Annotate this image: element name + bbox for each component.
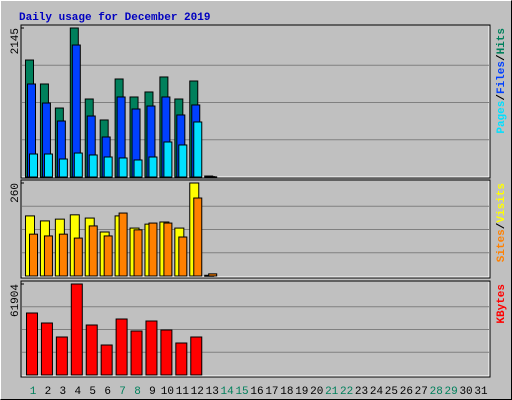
bar	[26, 312, 38, 376]
bar	[175, 342, 188, 376]
x-tick-label: 7	[119, 386, 126, 398]
y-tick-label: 2145	[10, 28, 22, 54]
x-tick-label: 24	[370, 386, 384, 398]
x-tick-label: 18	[280, 386, 293, 398]
x-tick-label: 30	[459, 386, 472, 398]
legend: Sites/Visits	[496, 183, 508, 262]
bar	[100, 344, 113, 376]
x-tick-label: 9	[149, 386, 156, 398]
bar	[178, 144, 188, 178]
x-tick-label: 25	[385, 386, 398, 398]
bar	[118, 212, 128, 277]
bar	[160, 329, 173, 376]
legend-entry: Visits	[496, 183, 508, 223]
bar	[148, 222, 158, 277]
x-tick-label: 13	[206, 386, 219, 398]
legend-entry: KBytes	[496, 284, 508, 324]
bar	[40, 322, 53, 376]
x-tick-label: 6	[104, 386, 111, 398]
bar	[193, 121, 203, 178]
x-tick-label: 2	[45, 386, 52, 398]
bar	[145, 320, 158, 376]
x-tick-label: 17	[265, 386, 278, 398]
legend: KBytes	[496, 284, 508, 324]
x-tick-label: 5	[89, 386, 96, 398]
bar	[73, 152, 83, 178]
legend-separator: /	[496, 222, 508, 229]
y-tick-label: 61904	[10, 284, 22, 317]
chart-title: Daily usage for December 2019	[19, 12, 210, 24]
plot-area	[20, 24, 491, 179]
x-tick-label: 21	[325, 386, 339, 398]
x-tick-label: 16	[250, 386, 263, 398]
bar	[43, 153, 53, 178]
bar	[103, 235, 113, 277]
plot-bevel	[22, 181, 490, 278]
x-tick-label: 10	[161, 386, 174, 398]
x-tick-label: 28	[430, 386, 443, 398]
bar	[148, 156, 158, 178]
bar	[208, 176, 218, 179]
x-tick-label: 29	[445, 386, 458, 398]
bar	[178, 236, 188, 277]
x-tick-label: 19	[295, 386, 308, 398]
x-tick-label: 23	[355, 386, 368, 398]
x-tick-label: 1	[30, 386, 37, 398]
bar	[130, 330, 143, 376]
legend-entry: Sites	[496, 229, 508, 262]
legend-entry: Hits	[496, 28, 508, 54]
legend-separator: /	[496, 94, 508, 101]
plot-bevel	[22, 282, 490, 377]
bar	[43, 235, 53, 277]
bar	[133, 159, 143, 178]
bar	[193, 197, 203, 277]
x-tick-label: 26	[400, 386, 413, 398]
bar	[73, 237, 83, 277]
x-tick-label: 31	[474, 386, 488, 398]
x-tick-label: 27	[415, 386, 428, 398]
x-tick-label: 14	[221, 386, 235, 398]
bar	[190, 336, 203, 376]
bar	[163, 222, 173, 277]
x-tick-label: 3	[60, 386, 67, 398]
bar	[103, 156, 113, 178]
bar	[29, 233, 38, 277]
x-tick-label: 4	[74, 386, 81, 398]
bar	[85, 324, 98, 376]
bar	[88, 225, 98, 277]
bar	[70, 283, 83, 376]
y-tick-label: 260	[10, 183, 22, 203]
bar	[55, 336, 68, 376]
bar	[88, 154, 98, 178]
bar	[163, 141, 173, 178]
bar	[118, 157, 128, 178]
x-tick-label: 15	[235, 386, 248, 398]
bar	[133, 229, 143, 277]
x-tick-label: 20	[310, 386, 323, 398]
bar	[58, 158, 68, 178]
legend-separator: /	[496, 54, 508, 61]
legend: Pages/Files/Hits	[496, 28, 508, 134]
legend-entry: Files	[496, 61, 508, 94]
x-tick-label: 11	[176, 386, 190, 398]
bar	[58, 233, 68, 277]
x-tick-label: 12	[191, 386, 204, 398]
x-tick-label: 8	[134, 386, 141, 398]
x-tick-label: 22	[340, 386, 353, 398]
bar	[208, 273, 218, 277]
legend-entry: Pages	[496, 101, 508, 134]
bar	[115, 318, 128, 376]
bar	[29, 153, 38, 178]
